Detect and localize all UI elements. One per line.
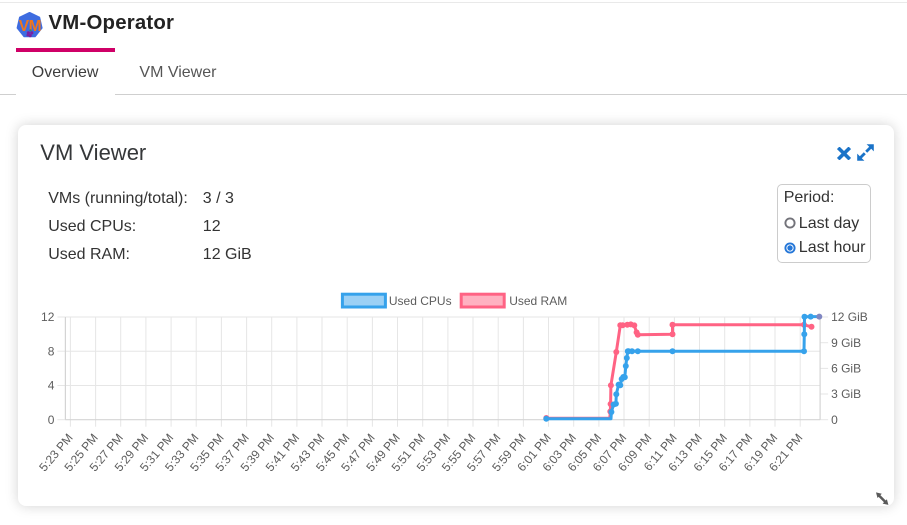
svg-text:0: 0 [48,413,55,427]
svg-text:Used CPUs: Used CPUs [389,294,452,308]
svg-text:3 GiB: 3 GiB [831,387,861,401]
svg-text:9 GiB: 9 GiB [831,336,861,350]
svg-text:12 GiB: 12 GiB [831,310,868,324]
svg-text:8: 8 [48,344,55,358]
svg-text:6 GiB: 6 GiB [831,362,861,376]
svg-text:12: 12 [41,310,55,324]
svg-text:4: 4 [48,379,55,393]
svg-text:VM: VM [18,18,40,35]
svg-text:0: 0 [831,413,838,427]
svg-text:Used RAM: Used RAM [509,294,567,308]
